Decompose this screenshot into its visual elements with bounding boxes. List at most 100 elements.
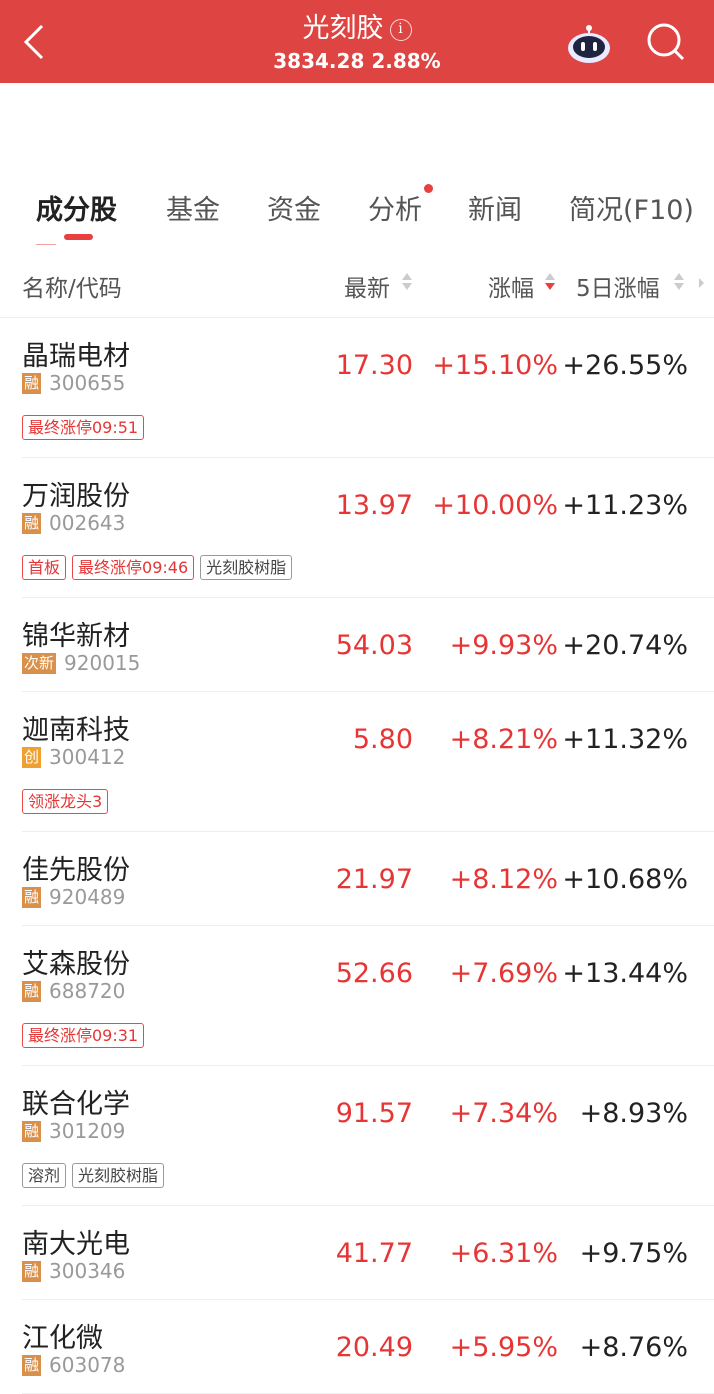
stock-name: 艾森股份 — [22, 949, 130, 980]
stock-price: 17.30 — [335, 350, 413, 381]
stock-badge: 次新 — [22, 652, 57, 674]
stock-code: 300412 — [49, 745, 126, 769]
stock-change: +10.00% — [432, 490, 558, 521]
stock-code: 688720 — [49, 979, 126, 1003]
stock-badge: 融 — [22, 512, 42, 534]
stock-change: +15.10% — [432, 350, 558, 381]
stock-row[interactable]: 晶瑞电材 融 300655 17.30 +15.10% +26.55% 最终涨停0… — [22, 318, 714, 458]
stock-row[interactable]: 艾森股份 融 688720 52.66 +7.69% +13.44% 最终涨停09… — [22, 926, 714, 1066]
stock-code: 920489 — [49, 885, 126, 909]
robot-icon[interactable] — [566, 24, 612, 64]
stock-change: +9.93% — [449, 630, 558, 661]
stock-name: 江化微 — [22, 1323, 103, 1354]
stock-row[interactable]: 万润股份 融 002643 13.97 +10.00% +11.23% 首板 最终涨… — [22, 458, 714, 598]
tab-constituents[interactable]: 成分股 — [36, 195, 117, 226]
stock-badge: 融 — [22, 886, 42, 908]
stock-list: 晶瑞电材 融 300655 17.30 +15.10% +26.55% 最终涨停0… — [0, 318, 714, 1394]
stock-name: 迦南科技 — [22, 715, 130, 746]
stock-row[interactable]: 佳先股份 融 920489 21.97 +8.12% +10.68% — [22, 832, 714, 926]
column-header: 名称/代码 最新 涨幅 5日涨幅 — [0, 243, 714, 318]
stock-code: 920015 — [64, 651, 141, 675]
stock-price: 20.49 — [335, 1332, 413, 1363]
stock-tags: 最终涨停09:31 — [22, 1023, 145, 1048]
stock-name: 联合化学 — [22, 1089, 130, 1120]
stock-tag: 首板 — [22, 555, 67, 580]
tab-bar: 成分股 基金 资金 分析 新闻 简况(F10) — [0, 83, 714, 245]
back-icon[interactable] — [22, 24, 48, 60]
stock-row[interactable]: 迦南科技 创 300412 5.80 +8.21% +11.32% 领涨龙头3 — [22, 692, 714, 832]
stock-code: 603078 — [49, 1353, 126, 1377]
tab-funds[interactable]: 基金 — [166, 195, 220, 226]
stock-tag: 最终涨停09:46 — [72, 555, 195, 580]
stock-code: 301209 — [49, 1119, 126, 1143]
top-bar: 光刻胶 i 3834.28 2.88% — [0, 0, 714, 83]
stock-row[interactable]: 江化微 融 603078 20.49 +5.95% +8.76% — [22, 1300, 714, 1394]
stock-badge: 融 — [22, 1120, 42, 1142]
stock-change5: +8.76% — [579, 1332, 688, 1363]
sort-change5-icon[interactable] — [674, 273, 684, 290]
stock-tag: 光刻胶树脂 — [72, 1163, 165, 1188]
stock-change: +8.21% — [449, 724, 558, 755]
stock-badge: 融 — [22, 980, 42, 1002]
stock-code: 300346 — [49, 1259, 126, 1283]
stock-tags: 领涨龙头3 — [22, 789, 109, 814]
stock-row[interactable]: 南大光电 融 300346 41.77 +6.31% +9.75% — [22, 1206, 714, 1300]
stock-code: 002643 — [49, 511, 126, 535]
stock-price: 5.80 — [352, 724, 413, 755]
tab-news[interactable]: 新闻 — [468, 195, 522, 226]
info-icon[interactable]: i — [389, 19, 412, 41]
stock-price: 13.97 — [335, 490, 413, 521]
col-price[interactable]: 最新 — [344, 276, 390, 302]
index-value: 3834.28 — [273, 49, 365, 73]
stock-name: 晶瑞电材 — [22, 341, 130, 372]
stock-badge: 融 — [22, 1260, 42, 1282]
notification-dot — [424, 184, 433, 193]
stock-change5: +11.32% — [562, 724, 688, 755]
stock-badge: 创 — [22, 746, 42, 768]
stock-tag: 领涨龙头3 — [22, 789, 109, 814]
stock-change5: +13.44% — [562, 958, 688, 989]
col-change5[interactable]: 5日涨幅 — [576, 276, 660, 302]
stock-badge: 融 — [22, 372, 42, 394]
stock-row[interactable]: 锦华新材 次新 920015 54.03 +9.93% +20.74% — [22, 598, 714, 692]
stock-name: 锦华新材 — [22, 621, 130, 652]
tab-capital[interactable]: 资金 — [267, 195, 321, 226]
stock-change: +6.31% — [449, 1238, 558, 1269]
stock-badge: 融 — [22, 1354, 42, 1376]
stock-change: +5.95% — [449, 1332, 558, 1363]
stock-row[interactable]: 联合化学 融 301209 91.57 +7.34% +8.93% 溶剂 光刻胶树脂 — [22, 1066, 714, 1206]
sort-price-icon[interactable] — [402, 273, 412, 290]
stock-change5: +26.55% — [562, 350, 688, 381]
stock-tag: 最终涨停09:51 — [22, 415, 145, 440]
tab-analysis[interactable]: 分析 — [368, 195, 422, 226]
stock-price: 41.77 — [335, 1238, 413, 1269]
stock-change: +8.12% — [449, 864, 558, 895]
stock-change5: +9.75% — [579, 1238, 688, 1269]
stock-tag: 溶剂 — [22, 1163, 67, 1188]
stock-name: 佳先股份 — [22, 855, 130, 886]
tab-profile[interactable]: 简况(F10) — [569, 195, 694, 226]
sort-change-icon[interactable] — [545, 273, 555, 290]
index-quote: 3834.28 2.88% — [0, 49, 714, 73]
col-change[interactable]: 涨幅 — [488, 276, 534, 302]
stock-price: 52.66 — [335, 958, 413, 989]
stock-tag: 光刻胶树脂 — [200, 555, 293, 580]
stock-price: 91.57 — [335, 1098, 413, 1129]
stock-change5: +8.93% — [579, 1098, 688, 1129]
index-change: 2.88% — [371, 49, 441, 73]
active-tab-indicator — [64, 234, 93, 240]
stock-tags: 溶剂 光刻胶树脂 — [22, 1163, 165, 1188]
col-name: 名称/代码 — [22, 276, 122, 302]
search-icon[interactable] — [646, 22, 686, 62]
stock-change5: +10.68% — [562, 864, 688, 895]
stock-name: 南大光电 — [22, 1229, 130, 1260]
stock-name: 万润股份 — [22, 481, 130, 512]
stock-tag: 最终涨停09:31 — [22, 1023, 145, 1048]
page-title: 光刻胶 i — [0, 6, 714, 45]
scroll-right-icon[interactable] — [699, 278, 704, 288]
stock-price: 21.97 — [335, 864, 413, 895]
title-text: 光刻胶 — [302, 13, 384, 44]
stock-price: 54.03 — [335, 630, 413, 661]
stock-change5: +20.74% — [562, 630, 688, 661]
stock-change: +7.34% — [449, 1098, 558, 1129]
